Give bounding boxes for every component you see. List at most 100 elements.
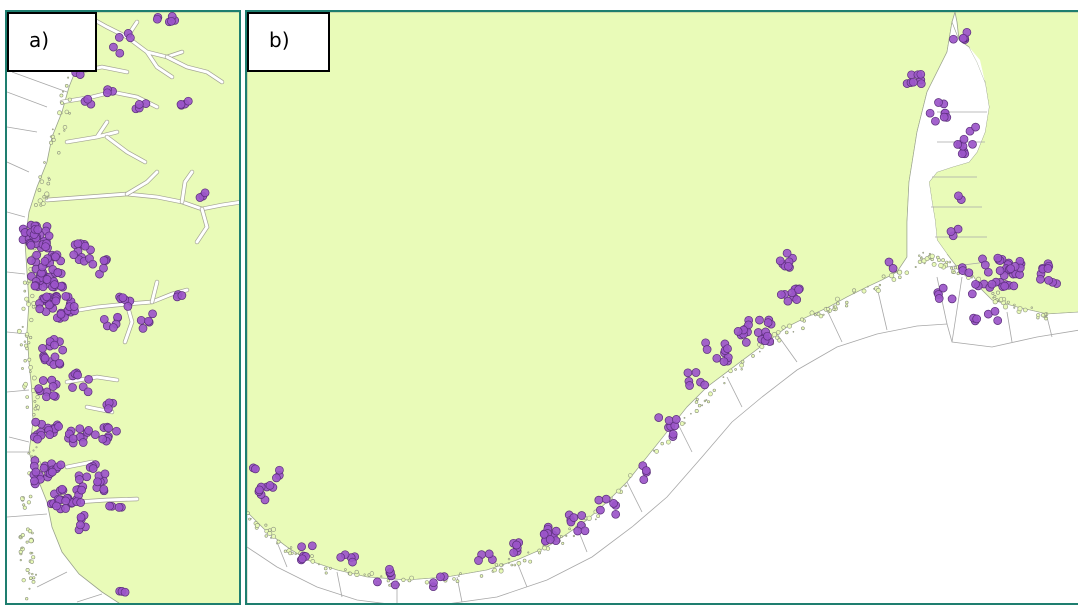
island: [60, 101, 64, 105]
occurrence-point: [953, 140, 963, 149]
occurrence-point: [908, 77, 918, 87]
occurrence-point: [61, 504, 70, 513]
island: [844, 304, 849, 308]
island: [68, 112, 71, 115]
island: [348, 571, 353, 576]
island: [407, 578, 412, 583]
occurrence-point: [45, 430, 55, 440]
island: [58, 133, 61, 135]
island: [455, 579, 460, 584]
occurrence-point: [916, 69, 926, 79]
island: [22, 496, 25, 499]
occurrence-point: [763, 331, 772, 341]
island: [941, 258, 946, 263]
island: [948, 260, 952, 264]
occurrence-point: [75, 424, 85, 434]
island: [47, 178, 51, 181]
island: [369, 571, 375, 576]
map-a-points: [18, 12, 210, 597]
occurrence-point: [755, 315, 764, 325]
boundary-line: [7, 91, 48, 275]
occurrence-point: [104, 404, 113, 414]
island: [51, 137, 56, 142]
occurrence-point: [50, 340, 59, 350]
occurrence-point: [118, 293, 128, 303]
occurrence-point: [75, 475, 84, 484]
occurrence-point: [40, 353, 50, 363]
island: [270, 536, 273, 539]
fjord: [65, 460, 139, 504]
island: [33, 406, 38, 411]
island: [950, 266, 954, 270]
occurrence-point: [972, 314, 982, 324]
occurrence-point: [934, 294, 944, 303]
island: [31, 304, 36, 309]
island: [51, 128, 54, 131]
island: [928, 252, 932, 256]
island: [22, 505, 27, 510]
occurrence-point: [639, 475, 649, 485]
occurrence-point: [569, 513, 579, 522]
occurrence-point: [297, 554, 307, 564]
boundary-line: [1006, 311, 1013, 343]
island: [836, 301, 840, 306]
island: [23, 387, 26, 390]
island: [654, 449, 659, 454]
occurrence-point: [76, 498, 86, 507]
island: [42, 195, 46, 199]
island: [628, 473, 633, 478]
island: [35, 395, 40, 400]
island: [897, 275, 902, 280]
occurrence-point: [609, 499, 618, 508]
occurrence-point: [32, 250, 41, 260]
occurrence-point: [275, 465, 284, 475]
island: [294, 552, 297, 556]
island: [739, 362, 744, 368]
island: [537, 551, 541, 555]
island: [19, 558, 22, 562]
occurrence-point: [134, 100, 144, 109]
island: [891, 277, 897, 282]
occurrence-point: [297, 542, 306, 552]
occurrence-point: [82, 472, 92, 482]
island: [424, 580, 429, 585]
occurrence-point: [596, 505, 605, 515]
island: [827, 311, 830, 314]
island: [19, 535, 23, 539]
island: [706, 400, 710, 404]
island: [784, 330, 789, 335]
map-a-canvas: [7, 12, 239, 603]
fjord-water: [247, 20, 1078, 603]
island: [861, 288, 867, 294]
island: [694, 400, 699, 404]
island: [288, 551, 293, 556]
island: [931, 261, 937, 267]
occurrence-point: [983, 267, 993, 277]
occurrence-point: [949, 34, 958, 44]
island: [822, 313, 825, 316]
occurrence-point: [348, 557, 357, 567]
occurrence-point: [995, 266, 1005, 275]
occurrence-point: [90, 430, 100, 440]
occurrence-point: [51, 296, 61, 306]
occurrence-point: [38, 344, 47, 353]
occurrence-point: [916, 79, 926, 89]
island: [28, 587, 31, 590]
island: [43, 161, 46, 164]
island: [701, 404, 704, 407]
occurrence-point: [83, 94, 93, 104]
occurrence-point: [611, 509, 621, 519]
map-panel-a: a): [5, 10, 241, 605]
occurrence-point: [88, 259, 98, 269]
occurrence-point: [957, 149, 967, 159]
island: [32, 449, 35, 452]
island: [522, 558, 527, 563]
island: [49, 140, 54, 145]
island: [28, 494, 33, 499]
island: [786, 323, 792, 329]
map-b-points: [248, 27, 1061, 592]
island: [494, 563, 499, 567]
occurrence-point: [1044, 275, 1053, 285]
occurrence-point: [39, 463, 49, 473]
island: [937, 258, 941, 263]
